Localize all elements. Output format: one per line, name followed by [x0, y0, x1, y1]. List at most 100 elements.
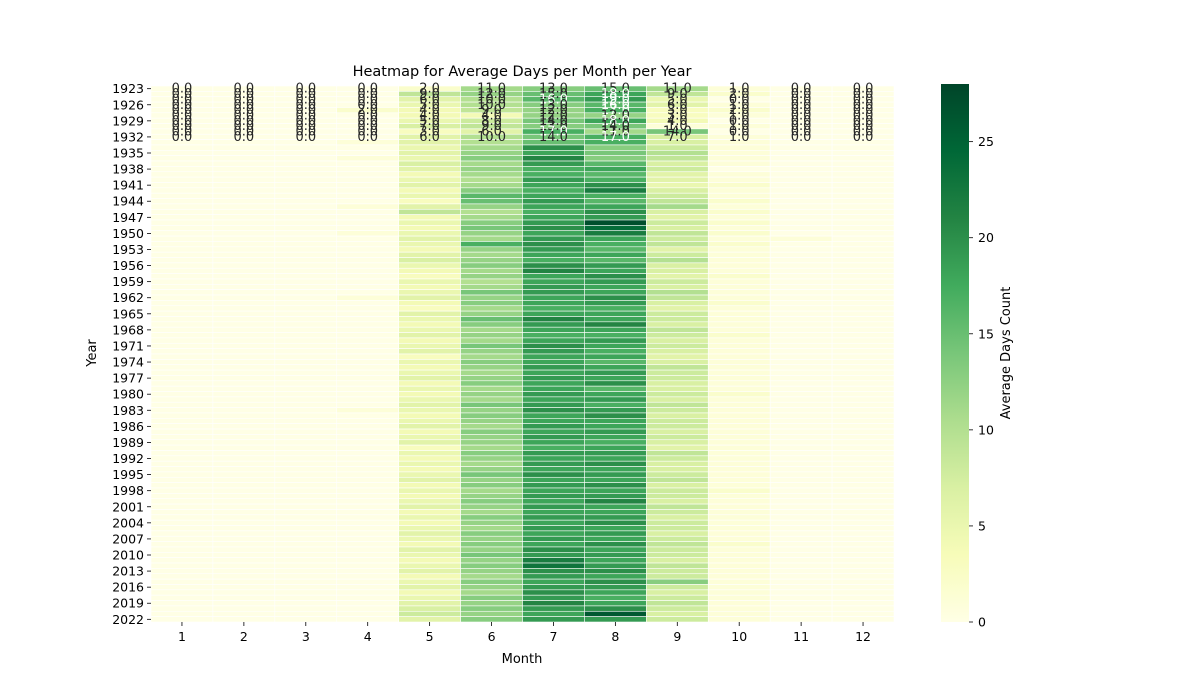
heatmap-cell: [336, 471, 399, 478]
heatmap-cell: [646, 257, 709, 264]
heatmap-cell: [460, 493, 523, 500]
heatmap-cell: [707, 573, 771, 580]
heatmap-cell: [707, 182, 771, 189]
heatmap-cell: [212, 337, 276, 344]
heatmap-cell: [769, 155, 833, 162]
heatmap-cell: [150, 557, 214, 564]
heatmap-cell: [212, 509, 276, 516]
heatmap-cell: [274, 182, 338, 189]
heatmap-cell: [707, 332, 771, 339]
heatmap-cell: [522, 321, 585, 328]
heatmap-cell: [274, 509, 338, 516]
heatmap-cell: [460, 364, 523, 371]
heatmap-cell: [212, 375, 276, 382]
heatmap-cell: [831, 171, 895, 178]
heatmap-cell: [769, 455, 833, 462]
heatmap-cell: [398, 208, 461, 215]
heatmap-cell: [522, 412, 585, 419]
heatmap-cell: [584, 589, 647, 596]
y-tick-label: 1992: [112, 451, 144, 466]
heatmap-cell: [274, 519, 338, 526]
heatmap-cell: [150, 600, 214, 607]
heatmap-cell: [584, 192, 647, 199]
heatmap-cell: [584, 391, 647, 398]
cell-annotation: 14.0: [601, 119, 630, 134]
heatmap-cell: [274, 208, 338, 215]
heatmap-cell: [336, 353, 399, 360]
cell-annotation: 7.0: [419, 119, 440, 134]
heatmap-cell: [274, 235, 338, 242]
heatmap-cell: [212, 568, 276, 575]
heatmap-cell: [398, 380, 461, 387]
heatmap-cell: [212, 214, 276, 221]
heatmap-cell: [707, 225, 771, 232]
heatmap-cell: [212, 326, 276, 333]
heatmap-cell: [150, 364, 214, 371]
heatmap-cell: [150, 359, 214, 366]
heatmap-cell: [769, 594, 833, 601]
heatmap-cell: [584, 557, 647, 564]
heatmap-cell: [212, 198, 276, 205]
heatmap-cell: [150, 305, 214, 312]
heatmap-cell: [150, 225, 214, 232]
heatmap-cell: [522, 503, 585, 510]
heatmap-cell: [584, 160, 647, 167]
heatmap-cell: [831, 525, 895, 532]
heatmap-cell: [336, 246, 399, 253]
heatmap-cell: [398, 150, 461, 156]
heatmap-cell: [522, 310, 585, 317]
heatmap-cell: [769, 241, 833, 248]
heatmap-cell: [522, 493, 585, 500]
heatmap-cell: [212, 192, 276, 199]
heatmap-cell: [769, 353, 833, 360]
colorbar-tick-label: 0: [978, 615, 986, 630]
heatmap-cell: [274, 439, 338, 446]
heatmap-cell: [831, 568, 895, 575]
cell-annotation: 0.0: [295, 130, 316, 145]
heatmap-cell: [831, 155, 895, 162]
heatmap-cell: [460, 359, 523, 366]
heatmap-cell: [707, 428, 771, 435]
y-tick-label: 1935: [112, 146, 144, 161]
heatmap-cell: [769, 230, 833, 237]
chart-title: Heatmap for Average Days per Month per Y…: [353, 64, 692, 80]
heatmap-cell: [769, 251, 833, 258]
heatmap-cell: [336, 166, 399, 173]
cell-annotation: 0.0: [357, 108, 378, 123]
heatmap-cell: [522, 541, 585, 548]
heatmap-cell: [707, 160, 771, 167]
heatmap-cell: [707, 407, 771, 414]
cell-annotation: 4.0: [419, 108, 440, 123]
heatmap-cell: [212, 171, 276, 178]
heatmap-cell: [274, 364, 338, 371]
heatmap-cell: [831, 476, 895, 483]
heatmap-cell: [707, 616, 771, 623]
heatmap-cell: [150, 203, 214, 210]
cell-annotation: 4.0: [481, 108, 502, 123]
cell-annotation: 9.0: [667, 87, 688, 102]
heatmap-cell: [522, 482, 585, 489]
heatmap-cell: [398, 219, 461, 226]
heatmap-cell: [584, 535, 647, 542]
cell-annotation: 0.0: [853, 98, 874, 113]
heatmap-cell: [460, 605, 523, 612]
cell-annotation: 5.0: [419, 114, 440, 129]
heatmap-cell: [769, 284, 833, 290]
heatmap-cell: [646, 353, 709, 360]
heatmap-cell: [460, 439, 523, 446]
heatmap-cell: [584, 434, 647, 441]
heatmap-cell: [769, 493, 833, 500]
cell-annotation: 0.0: [853, 92, 874, 107]
heatmap-cell: [150, 375, 214, 382]
heatmap-cell: [150, 294, 214, 301]
heatmap-cell: [212, 525, 276, 532]
cell-annotation: 2.0: [419, 82, 440, 97]
heatmap-cell: [707, 444, 771, 451]
heatmap-cell: [150, 262, 214, 269]
heatmap-cell: [150, 380, 214, 387]
heatmap-cell: [398, 246, 461, 253]
heatmap-cell: [522, 460, 585, 467]
heatmap-cell: [646, 407, 709, 414]
heatmap-cell: [150, 578, 214, 585]
heatmap-cell: [398, 460, 461, 467]
